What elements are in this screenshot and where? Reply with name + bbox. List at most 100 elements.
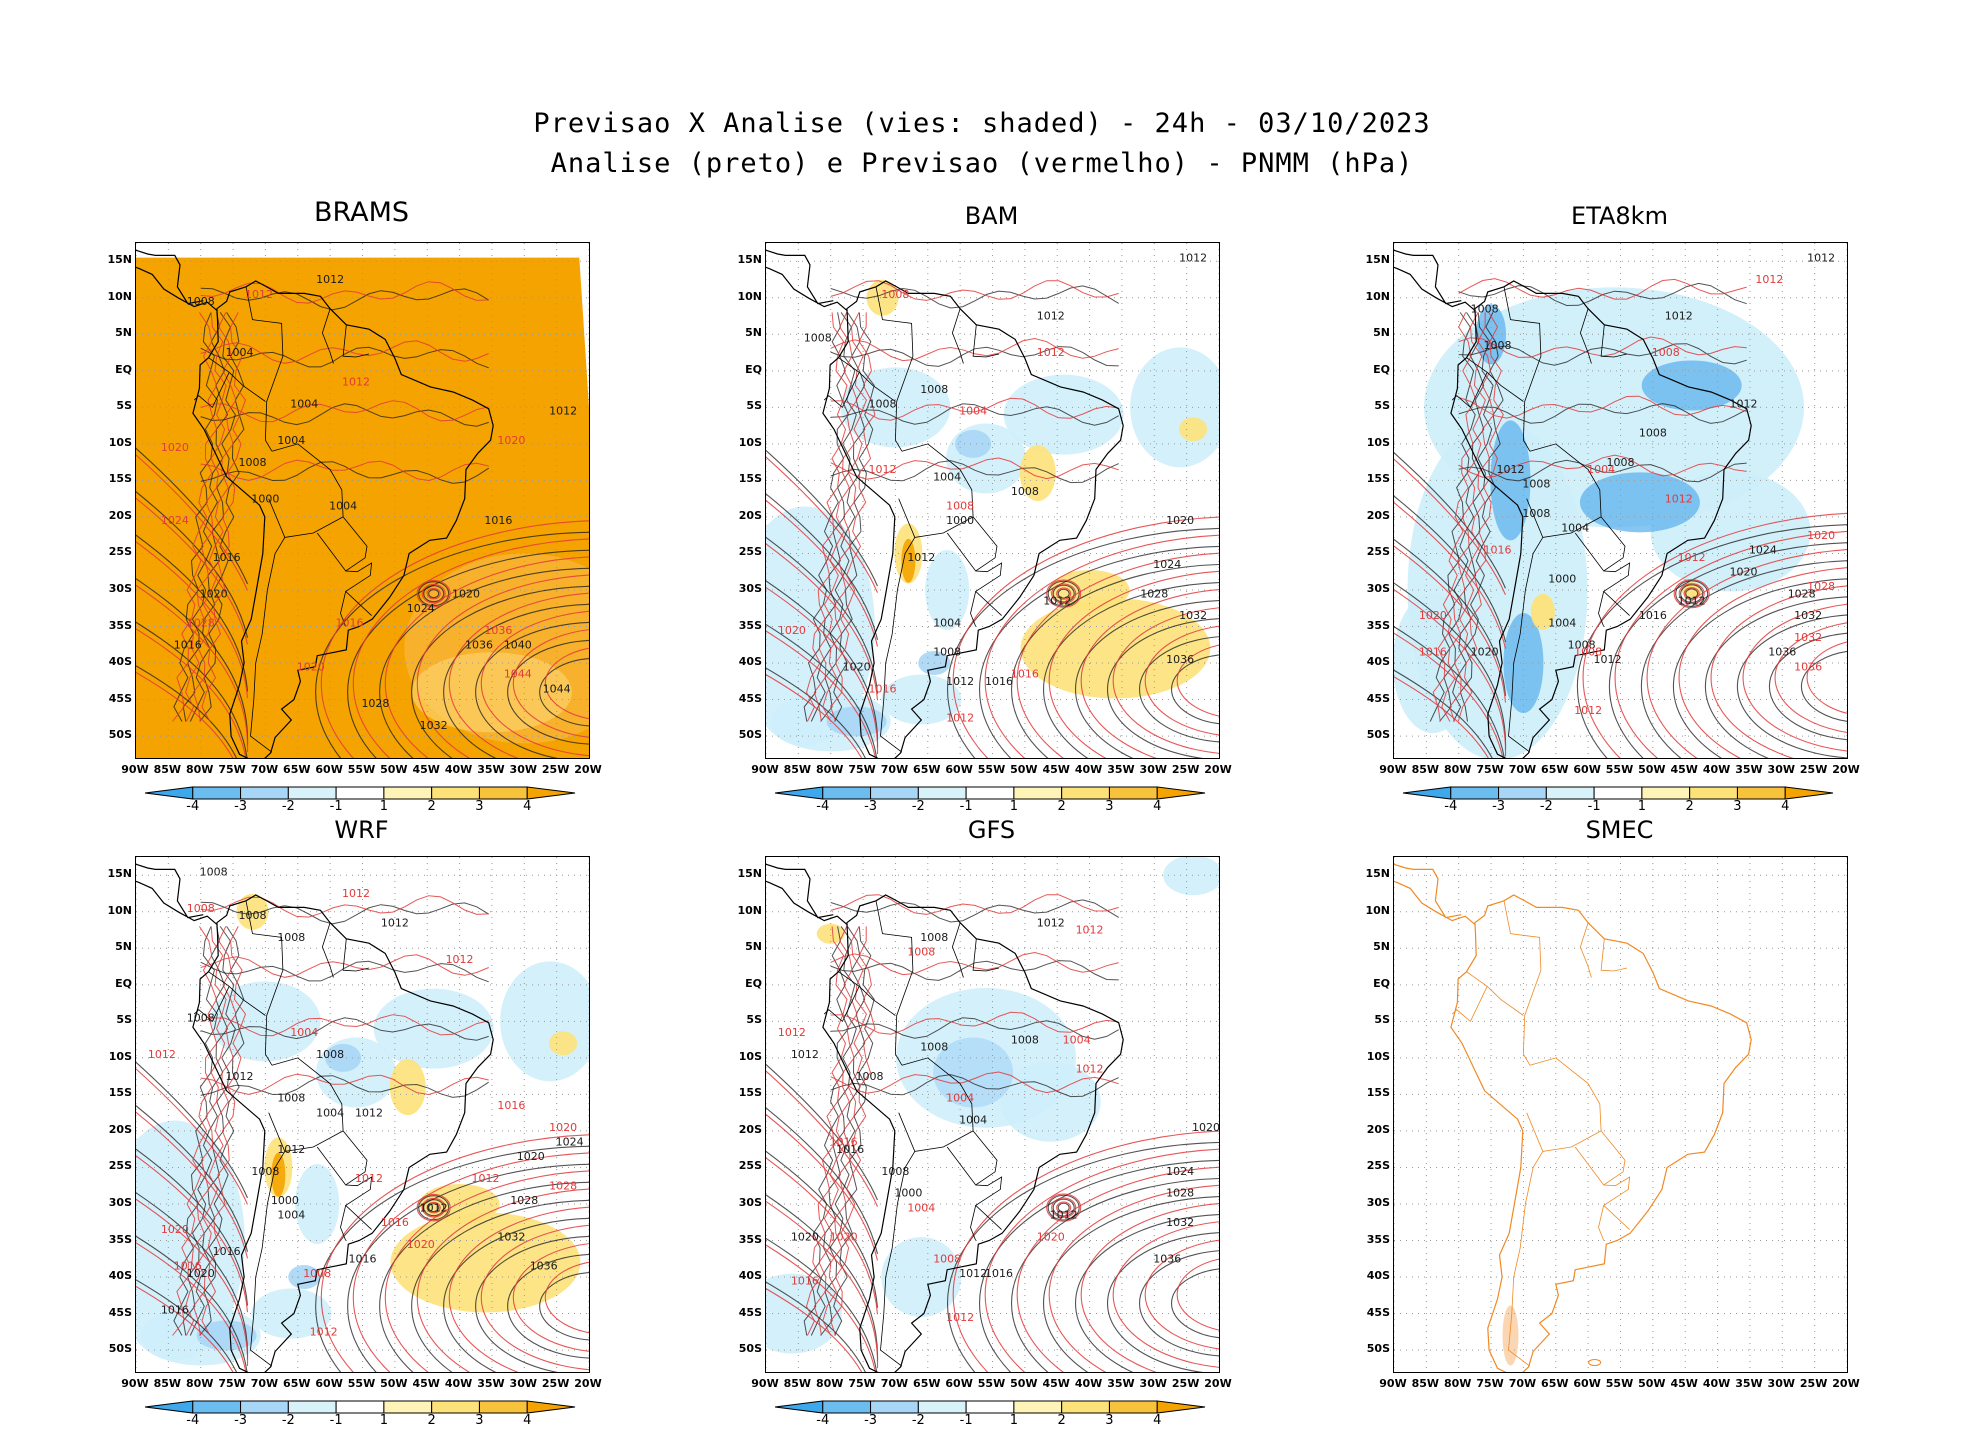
lat-tick-label: 35S [1366,1232,1390,1246]
lon-tick-label: 80W [1443,1377,1472,1390]
analysis-contour-label: 1004 [329,500,357,513]
analysis-contour-label: 1028 [361,697,389,710]
colorbar-label: -3 [864,1413,878,1428]
continent-outline [136,249,494,758]
analysis-contour-label: 1024 [1166,1165,1194,1178]
lat-tick-label: 15N [1365,867,1390,881]
lat-tick-label: 35S [108,618,132,632]
analysis-contour-label: 1024 [407,602,435,615]
colorbar-swatches [774,786,1206,800]
contour-labels: 1008 1012 1008 1008 1008 1008 1012 1008 1004 1012… [148,865,584,1338]
lat-tick-label: 45S [738,691,762,705]
lat-tick-label: 10N [1365,903,1390,917]
forecast-contour-label: 1008 [946,500,974,513]
lat-tick-label: 10N [107,903,132,917]
colorbar-swatch [774,1400,824,1414]
analysis-contour-label: 1024 [556,1136,584,1149]
analysis-contour-label: 1000 [894,1187,922,1200]
lat-tick-label: 10N [107,289,132,303]
analysis-contour-label: 1004 [226,346,254,359]
lon-tick-label: 65W [913,1377,941,1390]
forecast-contour-label: 1012 [1037,346,1065,359]
lat-tick-label: 50S [1366,728,1390,742]
lon-tick-label: 20W [1832,1377,1860,1390]
analysis-contour-label: 1008 [316,1048,344,1061]
lat-tick-label: 10S [108,435,132,449]
lat-tick-label: 50S [1366,1342,1390,1356]
colorbar-label: -3 [234,1413,248,1428]
analysis-contour-label: 1032 [1179,609,1207,622]
lon-tick-label: 35W [477,763,505,776]
forecast-contour-label: 1012 [1755,273,1783,286]
forecast-contour-label: 1012 [342,375,370,388]
forecast-contour-label: 1020 [830,1231,858,1244]
lon-tick-label: 45W [1042,763,1070,776]
colorbar-swatch [965,786,1015,800]
analysis-contour-label: 1044 [543,682,571,695]
lat-tick-label: 15N [737,867,762,881]
lat-tick-label: 30S [738,1195,762,1209]
lon-tick-label: 25W [1171,1377,1200,1390]
analysis-contour-label: 1008 [277,931,305,944]
lon-tick-label: 85W [1411,1377,1440,1390]
analysis-contour-label: 1004 [1548,617,1576,630]
forecast-contour-label: 1012 [868,463,896,476]
lat-tick-label: 45S [738,1305,762,1319]
lon-tick-label: 70W [250,1377,279,1390]
forecast-contour-label: 1020 [1807,529,1835,542]
colorbar-swatch [478,1400,528,1414]
analysis-contour-label: 1012 [1037,310,1065,323]
lon-tick-label: 30W [1767,763,1795,776]
lon-tick-label: 75W [848,1377,876,1390]
lat-tick-label: 25S [108,1159,132,1173]
analysis-contour-label: 1008 [1011,485,1039,498]
forecast-contour-label: 1020 [1037,1231,1065,1244]
lat-tick-label: 40S [108,655,132,669]
lat-tick-label: 40S [738,1269,762,1283]
lon-tick-label: 40W [1702,1377,1731,1390]
forecast-contour-label: 1008 [933,1252,961,1265]
colorbar-label: -2 [1539,799,1553,814]
analysis-contour-label: 1024 [1153,558,1181,571]
lon-tick-label: 30W [1767,1377,1795,1390]
forecast-contours [766,894,1219,1372]
forecast-contour-label: 1016 [1484,543,1512,556]
lon-tick-label: 80W [185,763,214,776]
analysis-contour-label: 1012 [946,675,974,688]
forecast-contour-label: 1028 [549,1179,577,1192]
analysis-contour-label: 1012 [1807,251,1835,264]
analysis-contour-label: 1008 [200,865,228,878]
colorbar-swatch [1498,786,1547,800]
lat-tick-label: 45S [108,1305,132,1319]
colorbar-swatch [1108,786,1158,800]
analysis-contour-label: 1036 [1768,646,1796,659]
analysis-contour-label: 1012 [420,1201,448,1214]
lon-tick-label: 25W [1799,763,1828,776]
lat-tick-label: 45S [1366,1305,1390,1319]
colorbar-swatch [526,786,576,800]
analysis-contour-label: 1008 [868,397,896,410]
analysis-contour-label: 1032 [497,1231,525,1244]
colorbar-swatch [1545,786,1595,800]
colorbar-label: 3 [1105,1413,1114,1428]
map-canvas: 1012101210081008101210081008100810121008… [1394,243,1847,758]
forecast-contour-label: 1008 [881,288,909,301]
panel-bam: BAM 1012 1012 1008 1008 1008 1004 1000 1012 1004 1… [720,202,1263,837]
colorbar-swatch [1641,786,1691,800]
colorbar-label: -3 [234,799,248,814]
forecast-contour-label: 1004 [1063,1033,1091,1046]
colorbar-swatch [774,786,824,800]
lon-tick-label: 70W [250,763,279,776]
colorbar-label: -2 [911,799,925,814]
analysis-contour-label: 1036 [530,1260,558,1273]
lat-tick-label: 30S [1366,581,1390,595]
analysis-contour-label: 1012 [907,551,935,564]
lat-tick-label: 30S [108,1195,132,1209]
lon-tick-label: 60W [1573,763,1601,776]
lon-tick-label: 50W [1638,1377,1666,1390]
continent-outline [136,863,494,1372]
analysis-contour-label: 1008 [933,646,961,659]
colorbar: -4 -3 -2 -1 1 2 3 4 [144,1399,579,1428]
forecast-contour-label: 1016 [381,1216,409,1229]
analysis-contour-label: 1012 [381,916,409,929]
